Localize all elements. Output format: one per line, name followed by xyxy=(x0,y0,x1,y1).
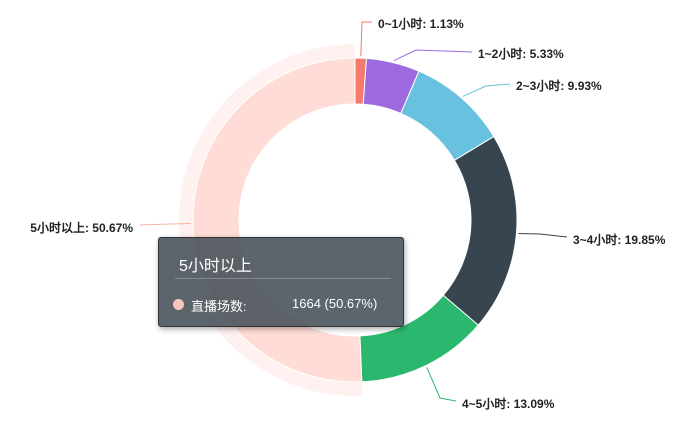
leader-line-4 xyxy=(426,367,457,402)
slice-label-3: 3~4小时: 19.85% xyxy=(573,232,666,247)
slices xyxy=(192,57,518,383)
slice-3[interactable] xyxy=(442,135,518,326)
tooltip-divider xyxy=(175,278,391,279)
tooltip-series-dot xyxy=(173,299,184,310)
leader-line-0 xyxy=(360,21,372,57)
slice-label-2: 2~3小时: 9.93% xyxy=(516,78,602,93)
slice-5[interactable] xyxy=(192,57,363,383)
leader-line-2 xyxy=(462,83,511,97)
tooltip-title: 5小时以上 xyxy=(179,258,252,275)
slice-label-1: 1~2小时: 5.33% xyxy=(478,46,564,61)
tooltip: 5小时以上 直播场数: 1664 (50.67%) xyxy=(158,237,404,327)
tooltip-series-value: 1664 (50.67%) xyxy=(292,296,378,311)
tooltip-series-label: 直播场数: xyxy=(191,299,247,314)
slice-label-0: 0~1小时: 1.13% xyxy=(378,16,464,31)
slice-label-5: 5小时以上: 50.67% xyxy=(30,220,133,235)
slice-label-4: 4~5小时: 13.09% xyxy=(462,396,555,411)
leader-line-5 xyxy=(139,222,192,226)
leader-line-3 xyxy=(518,233,568,238)
leader-line-1 xyxy=(393,49,473,62)
slice-labels: 0~1小时: 1.13% 1~2小时: 5.33% 2~3小时: 9.93% 3~4小… xyxy=(30,16,665,411)
leader-lines xyxy=(139,21,568,402)
